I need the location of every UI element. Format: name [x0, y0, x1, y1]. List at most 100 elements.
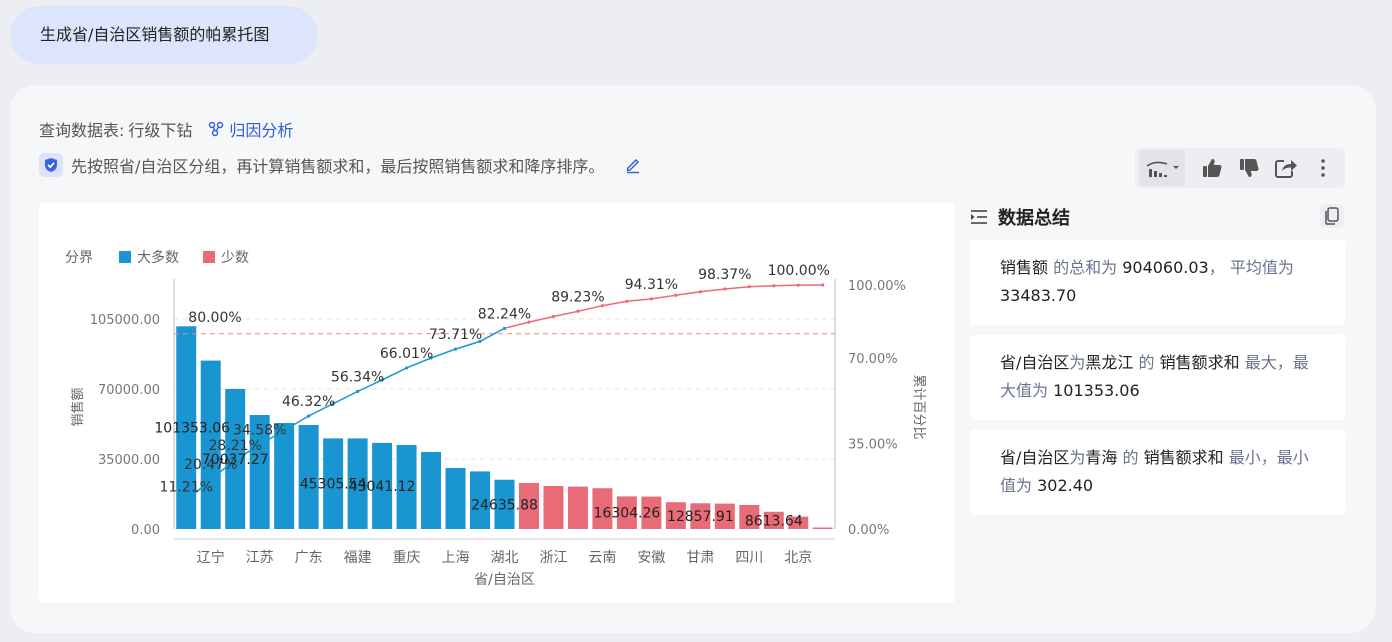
- bar: [421, 452, 442, 529]
- thumbs-up-button[interactable]: [1193, 150, 1230, 186]
- bar-value-label: 16304.26: [594, 506, 661, 522]
- summary-text: 省/自治区: [1000, 353, 1070, 372]
- summary-text: 的总和为: [1048, 258, 1123, 277]
- bar: [176, 326, 197, 529]
- legend-item: 少数: [221, 250, 249, 266]
- summary-text: 销售额求和: [1143, 448, 1224, 467]
- attribution-icon: [209, 121, 224, 137]
- cumulative-label: 34.58%: [233, 423, 286, 439]
- more-button[interactable]: [1304, 150, 1341, 186]
- chart-type-icon: [1146, 161, 1179, 177]
- cumulative-label: 66.01%: [380, 346, 433, 362]
- cumulative-point: [331, 402, 335, 406]
- answer-card: 查询数据表: 行级下钻 归因分析 先按照省/自治区分组，再计算销售额求和，最后按…: [10, 85, 1376, 633]
- y-tick-label: 0.00: [131, 523, 160, 538]
- bar: [714, 503, 735, 529]
- bar: [616, 496, 637, 529]
- summary-text: 最大，最大值为: [1000, 353, 1309, 400]
- thumbs-down-button[interactable]: [1230, 150, 1267, 186]
- x-tick-label: 云南: [588, 550, 616, 566]
- legend-title: 分界: [65, 250, 93, 266]
- bar-value-label: 45305.54: [300, 477, 367, 493]
- copy-icon: [1320, 204, 1344, 228]
- cumulative-point: [184, 500, 188, 504]
- bar: [665, 502, 686, 529]
- bar: [249, 415, 270, 529]
- bar: [812, 527, 833, 529]
- cumulative-point: [625, 299, 629, 303]
- summary-text: 青海: [1085, 448, 1118, 467]
- bar-value-label: 101353.06: [154, 421, 230, 437]
- cumulative-label: 46.32%: [282, 394, 335, 410]
- copy-button[interactable]: [1319, 203, 1345, 229]
- bar: [298, 425, 319, 529]
- summary-text: 的: [1133, 353, 1160, 372]
- data-source-row: 查询数据表: 行级下钻 归因分析: [39, 117, 293, 141]
- legend-swatch: [119, 251, 131, 263]
- bar: [763, 511, 784, 529]
- summary-text: 最小，最小值为: [1000, 448, 1309, 495]
- bar: [347, 438, 368, 529]
- cumulative-point: [698, 290, 702, 294]
- summary-text: 302.40: [1037, 476, 1094, 495]
- bar: [543, 486, 564, 529]
- cumulative-label: 89.23%: [551, 289, 604, 305]
- bar: [567, 486, 588, 529]
- summary-text: 33483.70: [1000, 286, 1077, 305]
- summary-text: 904060.03: [1122, 258, 1209, 277]
- x-tick-label: 广东: [295, 550, 323, 566]
- y2-tick-label: 0.00%: [848, 523, 889, 538]
- table-name[interactable]: 行级下钻: [128, 121, 193, 140]
- cumulative-point: [723, 287, 727, 291]
- summary-header: 数据总结: [970, 203, 1345, 231]
- x-tick-label: 上海: [442, 550, 470, 566]
- cumulative-point: [258, 443, 262, 447]
- bar: [372, 442, 393, 529]
- x-tick-label: 辽宁: [197, 549, 225, 566]
- bar: [470, 471, 491, 529]
- query-bubble: 生成省/自治区销售额的帕累托图: [10, 6, 318, 64]
- summary-text: 黑龙江: [1085, 353, 1134, 372]
- summary-card-total: 销售额 的总和为 904060.03， 平均值为 33483.70: [970, 240, 1345, 325]
- query-text: 生成省/自治区销售额的帕累托图: [40, 25, 270, 44]
- x-tick-label: 江苏: [246, 550, 274, 566]
- y2-tick-label: 100.00%: [848, 279, 906, 294]
- edit-icon[interactable]: [624, 156, 642, 174]
- cumulative-line-minority: [504, 284, 823, 330]
- bar: [690, 503, 711, 529]
- x-axis-title: 省/自治区: [474, 572, 535, 588]
- bar: [445, 468, 466, 529]
- cumulative-label: 82.24%: [478, 306, 531, 322]
- cumulative-point: [649, 297, 653, 301]
- bar: [739, 505, 760, 529]
- x-tick-label: 重庆: [393, 550, 421, 566]
- x-tick-label: 福建: [344, 550, 372, 566]
- summary-card-max: 省/自治区为黑龙江 的 销售额求和 最大，最大值为 101353.06: [970, 335, 1345, 420]
- cumulative-point: [478, 339, 482, 343]
- y-tick-label: 105000.00: [90, 313, 160, 328]
- share-icon: [1274, 160, 1297, 178]
- pareto-chart: 分界 大多数 少数 0.00 35000.00 70000.00 105000.00 0.00…: [65, 249, 926, 588]
- x-tick-label: 浙江: [539, 550, 567, 566]
- bar: [788, 516, 809, 529]
- bar: [494, 479, 515, 529]
- bar: [200, 360, 221, 529]
- cumulative-point: [674, 293, 678, 297]
- share-button[interactable]: [1267, 150, 1304, 186]
- chart-type-button[interactable]: [1139, 150, 1185, 186]
- cumulative-point: [502, 326, 507, 330]
- attribution-link[interactable]: 归因分析: [208, 117, 293, 141]
- y2-tick-label: 70.00%: [848, 352, 898, 367]
- cumulative-point: [821, 283, 825, 287]
- summary-text: ， 平均值为: [1208, 258, 1294, 277]
- more-icon: [1320, 159, 1325, 177]
- cumulative-point: [600, 304, 605, 308]
- cumulative-point: [429, 356, 433, 360]
- cumulative-point: [527, 320, 531, 324]
- cumulative-point: [772, 284, 776, 288]
- summary-card-min: 省/自治区为青海 的 销售额求和 最小，最小值为 302.40: [970, 430, 1345, 515]
- bar-value-label: 24635.88: [471, 497, 538, 513]
- x-tick-label: 甘肃: [686, 550, 714, 566]
- cumulative-point: [233, 458, 237, 462]
- bar: [396, 445, 417, 529]
